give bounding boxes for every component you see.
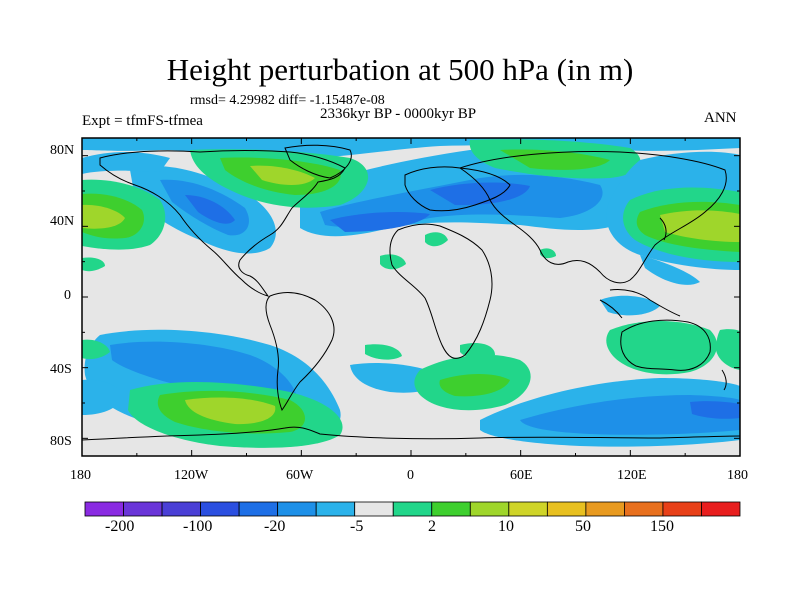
lon-label-180e: 180 bbox=[727, 468, 748, 483]
colorbar-swatch bbox=[508, 501, 548, 517]
experiment-label: Expt = tfmFS-tfmea bbox=[82, 113, 203, 129]
lon-label-60w: 60W bbox=[286, 468, 314, 483]
contour-region bbox=[380, 254, 406, 270]
map-title: Height perturbation at 500 hPa (in m) bbox=[166, 52, 634, 87]
contour-region bbox=[185, 195, 235, 224]
lat-label-0: 0 bbox=[64, 288, 71, 303]
contour-fields bbox=[82, 138, 740, 448]
continent-europe-africa bbox=[389, 223, 493, 359]
continent-south-america bbox=[265, 292, 335, 412]
contour-region bbox=[250, 165, 315, 185]
lat-label-80n: 80N bbox=[50, 143, 75, 158]
contour-region bbox=[439, 374, 510, 397]
season-label: ANN bbox=[704, 110, 737, 126]
colorbar-swatch bbox=[624, 501, 664, 517]
colorbar-swatch bbox=[84, 501, 124, 517]
contour-region bbox=[716, 329, 740, 370]
colorbar-swatch bbox=[392, 501, 433, 517]
colorbar-swatch bbox=[277, 501, 317, 517]
colorbar-swatch bbox=[238, 501, 279, 517]
continent-europe bbox=[404, 166, 511, 212]
colorbar-swatch bbox=[431, 501, 471, 517]
lat-label-40s: 40S bbox=[50, 362, 72, 377]
colorbar-swatch bbox=[200, 501, 240, 517]
continent-asia bbox=[458, 151, 727, 284]
contour-region bbox=[430, 182, 530, 206]
lon-label-180w: 180 bbox=[70, 468, 91, 483]
contour-region bbox=[540, 248, 556, 259]
colorbar-label: 2 bbox=[428, 518, 436, 535]
colorbar-swatch bbox=[585, 501, 625, 517]
axis-ticks bbox=[81, 138, 741, 456]
continent-north-america bbox=[99, 150, 346, 297]
contour-region bbox=[425, 232, 448, 247]
contour-region bbox=[690, 401, 740, 419]
colorbar-swatch bbox=[701, 501, 741, 517]
lon-label-0: 0 bbox=[407, 468, 414, 483]
contour-region bbox=[520, 395, 740, 435]
islands-new-zealand bbox=[721, 369, 727, 391]
colorbar-swatch bbox=[315, 501, 356, 517]
colorbar-swatch bbox=[469, 501, 510, 517]
contour-region bbox=[330, 212, 430, 232]
colorbar-label: -200 bbox=[105, 518, 135, 535]
contour-region bbox=[82, 257, 105, 272]
contour-region bbox=[660, 210, 740, 242]
contour-region bbox=[82, 379, 125, 415]
contour-region bbox=[185, 397, 276, 425]
coastlines bbox=[82, 144, 740, 441]
colorbar-label: 150 bbox=[650, 518, 674, 535]
period-label: 2336kyr BP - 0000kyr BP bbox=[320, 106, 477, 122]
islands-japan bbox=[659, 217, 667, 241]
colorbar-label: 50 bbox=[575, 518, 591, 535]
continent-australia bbox=[620, 319, 711, 371]
colorbar bbox=[84, 501, 741, 517]
colorbar-swatch bbox=[354, 501, 394, 517]
colorbar-label: -100 bbox=[183, 518, 213, 535]
stats-line: rmsd= 4.29982 diff= -1.15487e-08 bbox=[190, 93, 385, 108]
islands-southeast-asia bbox=[599, 289, 681, 319]
lon-label-120e: 120E bbox=[617, 468, 647, 483]
lon-label-120w: 120W bbox=[174, 468, 209, 483]
colorbar-label: -20 bbox=[264, 518, 286, 535]
continent-greenland bbox=[284, 144, 352, 179]
lon-label-60e: 60E bbox=[510, 468, 533, 483]
contour-region bbox=[82, 339, 110, 360]
contour-region bbox=[365, 344, 402, 360]
contour-region bbox=[460, 343, 495, 359]
colorbar-swatch bbox=[662, 501, 702, 517]
colorbar-swatch bbox=[161, 501, 201, 517]
colorbar-label: -5 bbox=[350, 518, 364, 535]
colorbar-swatch bbox=[546, 501, 587, 517]
lat-label-40n: 40N bbox=[50, 214, 75, 229]
contour-region bbox=[82, 204, 125, 229]
continent-antarctica bbox=[82, 426, 740, 441]
colorbar-swatch bbox=[123, 501, 163, 517]
lat-label-80s: 80S bbox=[50, 434, 72, 449]
contour-region bbox=[606, 321, 718, 375]
colorbar-label: 10 bbox=[498, 518, 514, 535]
contour-region bbox=[640, 255, 700, 285]
